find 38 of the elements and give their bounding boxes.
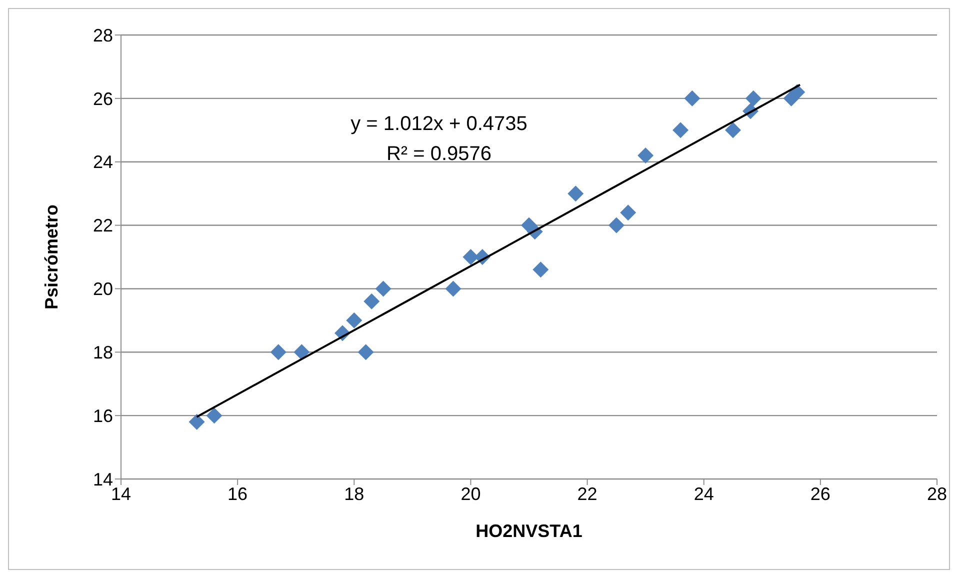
- point: [672, 122, 689, 138]
- y-tick-label: 24: [92, 152, 113, 172]
- x-tick-label: 26: [810, 484, 830, 504]
- y-tick-label: 22: [92, 216, 113, 236]
- y-tick-label: 14: [92, 469, 113, 490]
- y-tick-label: 28: [92, 25, 113, 46]
- y-tick-label: 26: [92, 88, 113, 109]
- point: [745, 90, 762, 106]
- x-tick-label: 28: [926, 484, 948, 504]
- point: [358, 344, 374, 360]
- y-tick-label: 18: [92, 342, 113, 363]
- annotation: R² = 0.9576: [385, 142, 493, 167]
- x-tick-label: 20: [460, 484, 481, 504]
- point: [638, 148, 654, 164]
- y-tick-label: 20: [92, 279, 113, 300]
- y-axis-title: Psicrómetro: [41, 204, 62, 310]
- x-tick-label: 14: [110, 484, 132, 504]
- x-axis-title: HO2NVSTA1: [476, 521, 582, 541]
- point: [568, 186, 584, 202]
- point: [206, 408, 222, 424]
- point: [294, 344, 310, 360]
- point: [532, 262, 549, 278]
- point: [346, 312, 362, 328]
- x-tick-label: 18: [344, 484, 364, 504]
- point: [684, 90, 700, 106]
- x-tick-label: 16: [228, 484, 248, 504]
- point: [725, 122, 741, 138]
- y-tick-label: 16: [92, 406, 113, 426]
- point: [364, 293, 380, 310]
- point: [620, 204, 636, 221]
- point: [188, 414, 205, 430]
- point: [270, 344, 286, 360]
- point: [445, 280, 462, 297]
- x-tick-label: 22: [577, 484, 598, 504]
- x-tick-label: 24: [694, 484, 714, 504]
- point: [608, 217, 624, 234]
- annotation: y = 1.012x + 0.4735: [350, 112, 528, 137]
- point: [375, 280, 392, 297]
